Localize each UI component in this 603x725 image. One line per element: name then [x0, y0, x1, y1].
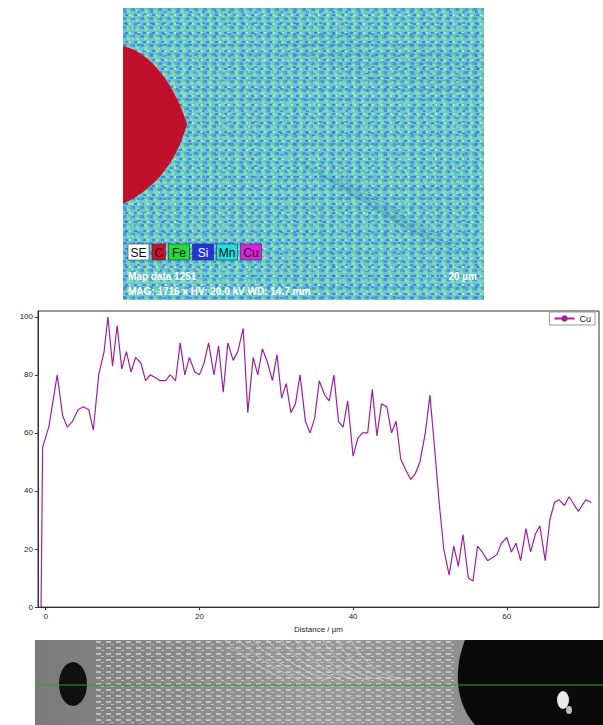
svg-text:MAG: 1716 x HV: 20.0 kV WD: 14: MAG: 1716 x HV: 20.0 kV WD: 14.7 mm [128, 286, 310, 297]
svg-text:40: 40 [24, 486, 33, 495]
svg-text:80: 80 [24, 370, 33, 379]
svg-text:100: 100 [20, 312, 34, 321]
svg-text:Cu: Cu [579, 314, 591, 324]
svg-text:Cu: Cu [243, 246, 258, 260]
svg-text:0: 0 [43, 612, 48, 621]
svg-text:C: C [154, 246, 163, 260]
svg-text:Mn: Mn [219, 246, 236, 260]
svg-text:60: 60 [24, 428, 33, 437]
svg-text:60: 60 [502, 612, 511, 621]
svg-text:20: 20 [24, 545, 33, 554]
svg-text:Fe: Fe [172, 246, 186, 260]
svg-text:20 µm: 20 µm [448, 271, 477, 282]
svg-text:Map data 1251: Map data 1251 [128, 271, 197, 282]
svg-text:Si: Si [198, 246, 209, 260]
svg-text:SE: SE [130, 246, 146, 260]
svg-text:Distance / µm: Distance / µm [294, 625, 343, 634]
svg-text:0: 0 [29, 603, 34, 612]
svg-text:40: 40 [349, 612, 358, 621]
svg-text:20: 20 [195, 612, 204, 621]
